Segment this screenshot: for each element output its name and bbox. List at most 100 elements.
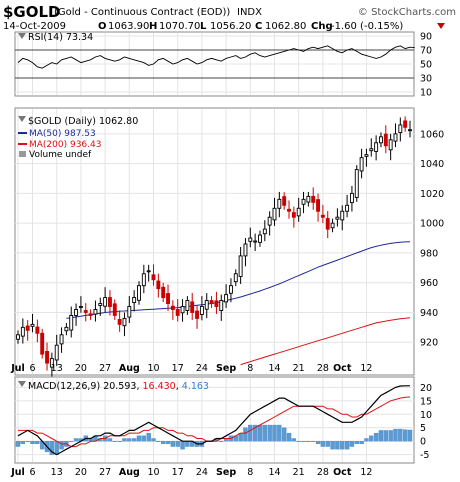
candlestick <box>354 169 359 198</box>
candlestick <box>209 300 214 304</box>
macd-histogram-bar <box>185 441 190 447</box>
candlestick <box>383 133 388 147</box>
candlestick <box>199 306 204 315</box>
macd-histogram-bar <box>243 427 248 442</box>
candlestick <box>349 192 354 204</box>
ma50-legend: MA(50) 987.53 <box>29 129 96 139</box>
candlestick <box>282 196 287 206</box>
macd-histogram-bar <box>151 438 156 442</box>
candlestick <box>59 334 64 345</box>
candlestick <box>108 297 112 307</box>
candlestick <box>233 273 238 283</box>
macd-histogram-bar <box>277 424 282 442</box>
macd-histogram-bar <box>311 441 316 442</box>
macd-histogram-bar <box>156 441 161 442</box>
candlestick <box>170 305 175 310</box>
candlestick <box>180 306 185 314</box>
macd-histogram-bar <box>281 427 287 442</box>
x-tick-label: 10 <box>147 363 159 374</box>
panel-collapse-icon <box>18 116 26 122</box>
low-label: L <box>200 21 207 32</box>
macd-histogram-bar <box>15 441 21 447</box>
macd-histogram-bar <box>59 441 64 450</box>
macd-legend: MACD(12,26,9) 20.593, 16.430, 4.163 <box>28 381 209 392</box>
macd-histogram-bar <box>180 441 185 450</box>
candlestick <box>122 317 127 327</box>
macd-histogram-bar <box>325 441 330 447</box>
macd-histogram-bar <box>219 441 224 442</box>
candlestick <box>214 300 219 307</box>
candlestick <box>316 199 320 212</box>
x-tick-label: 17 <box>172 467 184 478</box>
candlestick <box>408 129 412 132</box>
macd-histogram-bar <box>35 441 40 445</box>
candlestick <box>359 157 364 172</box>
macd-histogram-bar <box>73 438 79 442</box>
ma50-line <box>66 241 411 319</box>
y-tick-label: 1040 <box>420 159 444 170</box>
macd-histogram-bar <box>175 441 180 447</box>
price-legend: $GOLD (Daily) 1062.80 <box>28 116 138 127</box>
y-tick-label: 20 <box>420 383 432 394</box>
candlestick <box>98 303 103 306</box>
high-value: 1070.70 <box>159 21 200 32</box>
macd-histogram-bar <box>291 438 297 442</box>
macd-histogram-bar <box>267 424 272 442</box>
candlestick <box>219 300 224 311</box>
y-tick-label: 1000 <box>420 219 444 230</box>
candlestick <box>74 309 79 316</box>
symbol-description: (Gold - Continuous Contract (EOD)) <box>54 7 230 18</box>
x-tick-label: Aug <box>119 363 140 374</box>
macd-histogram-bar <box>330 441 335 450</box>
candlestick <box>393 133 398 142</box>
low-value: 1056.20 <box>210 21 251 32</box>
y-tick-label: 0 <box>420 437 426 448</box>
quote-date: 14-Oct-2009 <box>3 21 66 32</box>
change-label: Chg <box>311 21 333 32</box>
macd-histogram-bar <box>402 429 408 442</box>
candlestick <box>69 314 74 331</box>
panel-collapse-icon <box>18 381 26 387</box>
exchange-label: INDX <box>237 7 262 18</box>
candlestick <box>248 237 253 242</box>
x-tick-label: Sep <box>216 363 236 374</box>
candlestick <box>117 319 122 325</box>
macd-histogram-bar <box>248 424 253 442</box>
y-tick-label: 10 <box>420 410 432 421</box>
macd-histogram-bar <box>378 430 384 442</box>
candlestick <box>398 124 403 133</box>
macd-histogram-bar <box>161 441 166 445</box>
y-tick-label: 940 <box>420 308 438 319</box>
candlestick <box>277 198 282 209</box>
candlestick <box>103 297 108 307</box>
watermark: © StockCharts.com <box>358 7 456 18</box>
macd-histogram-bar <box>315 441 321 445</box>
candlestick <box>49 358 54 368</box>
candlestick <box>374 142 379 152</box>
macd-histogram-bar <box>20 441 26 445</box>
candlestick <box>88 313 93 316</box>
macd-histogram-bar <box>136 435 142 442</box>
x-tick-label: Oct <box>333 467 352 478</box>
x-tick-label: 17 <box>172 363 184 374</box>
candlestick <box>146 270 151 273</box>
candlestick <box>45 351 49 364</box>
macd-histogram-bar <box>344 441 350 450</box>
y-tick-label: 980 <box>420 248 438 259</box>
candlestick <box>20 326 25 337</box>
rsi-line <box>17 45 415 69</box>
x-tick-label: 14 <box>268 363 280 374</box>
macd-histogram-bar <box>146 432 151 442</box>
candlestick <box>224 294 229 303</box>
y-tick-label: 920 <box>420 338 438 349</box>
macd-histogram-bar <box>393 428 398 442</box>
x-tick-label: 14 <box>268 467 280 478</box>
macd-signal-value: 16.430 <box>142 381 175 392</box>
x-tick-label: 10 <box>147 467 159 478</box>
y-tick-label: 30 <box>420 74 432 85</box>
y-tick-label: -5 <box>420 450 429 461</box>
x-tick-label: 8 <box>247 363 253 374</box>
candlestick <box>141 273 146 287</box>
x-tick-label: 27 <box>99 363 111 374</box>
macd-histogram-bar <box>141 435 147 442</box>
